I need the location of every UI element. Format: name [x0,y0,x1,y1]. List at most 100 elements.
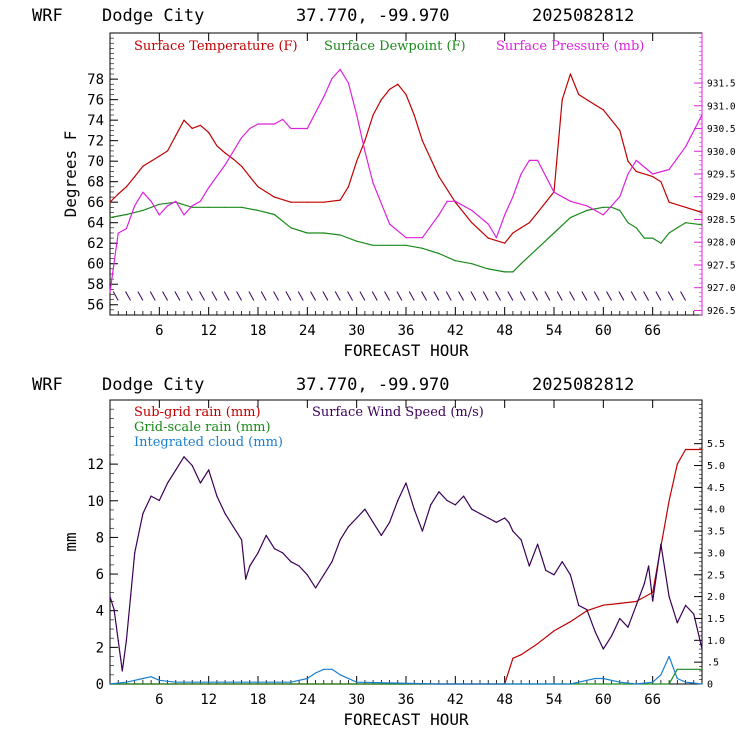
y2-tick-label: 927.5 [707,260,736,271]
surface-temperature-f-point [216,145,218,147]
surface-wind-speed-m-s-point [405,482,407,484]
y-tick-label: 60 [87,257,104,273]
y-tick-label: 12 [87,457,104,473]
sub-grid-rain-mm-point [602,604,604,606]
wind-barb [544,291,551,301]
surface-wind-speed-m-s-point [109,596,111,598]
surface-dewpoint-f-point [553,232,555,234]
surface-pressure-mb-point [282,118,284,120]
surface-temperature-f-point [134,176,136,178]
legend-surface-pressure: Surface Pressure (mb) [496,39,644,54]
y-tick-label: 72 [87,134,104,150]
x-tick-label: 12 [200,323,217,339]
surface-pressure-mb-point [471,209,473,211]
surface-pressure-mb-point [158,214,160,216]
surface-wind-speed-m-s-point [389,521,391,523]
integrated-cloud-mm-point [569,683,572,685]
wind-barb [445,291,452,301]
panel2-header: WRF Dodge City 37.770, -99.970 202508281… [32,375,634,395]
surface-dewpoint-f-point [652,237,654,239]
surface-temperature-f-point [487,237,489,239]
wind-barb [433,291,440,301]
surface-temperature-f-point [578,93,580,96]
surface-wind-speed-m-s-point [282,552,284,554]
x-tick-label: 48 [496,323,513,339]
integrated-cloud-mm-point [438,683,440,685]
surface-pressure-mb-point [668,168,670,171]
surface-wind-speed-m-s-point [113,609,115,611]
y2-tick-label: 2.0 [707,592,725,603]
y-tick-label: 58 [87,277,104,293]
surface-temperature-f-point [504,242,506,244]
y2-tick-label: 931.5 [707,79,736,90]
surface-dewpoint-f-point [405,244,407,246]
surface-pressure-mb-point [364,150,366,152]
surface-wind-speed-m-s-point [356,517,358,519]
y2-tick-label: 926.5 [707,306,736,317]
wind-barb [593,291,600,301]
surface-pressure-mb-point [405,237,407,239]
surface-temperature-f-point [158,155,160,157]
surface-pressure-mb-point [290,127,292,130]
surface-wind-speed-m-s-point [479,513,481,515]
panel1-plot: 6 12 18 24 30 36 42 48 54 60 66 56 58 60 62 64 66 68 70 72… [61,32,736,360]
surface-dewpoint-f-point [602,206,604,208]
surface-wind-speed-m-s-point [125,639,127,641]
surface-dewpoint-f-point [273,213,275,216]
sub-grid-rain-mm-point [652,591,654,594]
y2-tick-label: 0 [707,680,713,691]
sub-grid-rain-mm-point [693,448,695,451]
grid-scale-rain-mm-line [110,668,702,685]
y2-tick-label: 3.0 [707,548,725,559]
sub-grid-rain-mm-point [701,448,703,451]
surface-wind-speed-m-s-point [257,552,259,554]
surface-pressure-mb-point [199,200,201,202]
surface-dewpoint-f-point [158,203,160,205]
wind-barb [236,291,242,301]
surface-wind-speed-m-s-point [364,508,366,510]
surface-pressure-mb-point [512,196,514,198]
wind-barb [507,291,514,301]
surface-dewpoint-f-point [487,268,489,270]
surface-dewpoint-f-point [676,227,678,229]
y2-tick-label: 930.0 [707,147,736,158]
surface-temperature-f-point [249,176,251,178]
x-tick-label: 42 [447,323,464,339]
surface-wind-speed-m-s-point [430,504,432,506]
panel1-x-axis: 6 12 18 24 30 36 42 48 54 60 66 [117,33,695,339]
y-tick-label: 4 [96,604,104,620]
x-tick-label: 66 [644,323,661,339]
wind-barb [125,291,131,301]
x-tick-label: 54 [546,692,563,708]
grid-scale-rain-mm-point [676,668,678,670]
wind-barb [334,291,341,301]
surface-wind-speed-m-s-point [191,464,193,467]
surface-wind-speed-m-s-point [537,543,539,545]
y2-tick-label: 4.0 [707,505,725,516]
surface-temperature-f-point [208,131,210,134]
surface-pressure-mb-point [224,164,226,166]
panel1-station: Dodge City [102,6,204,26]
panel1-date: 2025082812 [532,6,634,26]
x-tick-label: 18 [250,323,267,339]
surface-temperature-f-point [520,227,522,229]
surface-wind-speed-m-s-point [701,648,703,650]
wind-barb [112,291,119,301]
surface-pressure-mb-point [635,159,637,161]
x-tick-label: 60 [595,692,612,708]
y2-tick-label: 1.5 [707,614,725,625]
x-tick-label: 36 [398,692,415,708]
surface-wind-speed-m-s-point [249,565,251,567]
panel2-series [109,448,703,685]
surface-pressure-mb-point [323,96,325,98]
panel1-model: WRF [32,6,63,26]
surface-temperature-f-point [150,160,152,162]
integrated-cloud-mm-point [652,681,654,683]
panel1-y-axis-right: 926.5 927.0 927.5 928.0 928.5 929.0 929.5 930.0… [694,33,736,317]
wind-barbs-row [112,291,686,301]
wind-barb [470,291,477,301]
y-tick-label: 10 [87,494,104,510]
x-tick-label: 24 [299,323,316,339]
y2-tick-label: .5 [707,658,719,669]
surface-wind-speed-m-s-point [315,587,317,589]
